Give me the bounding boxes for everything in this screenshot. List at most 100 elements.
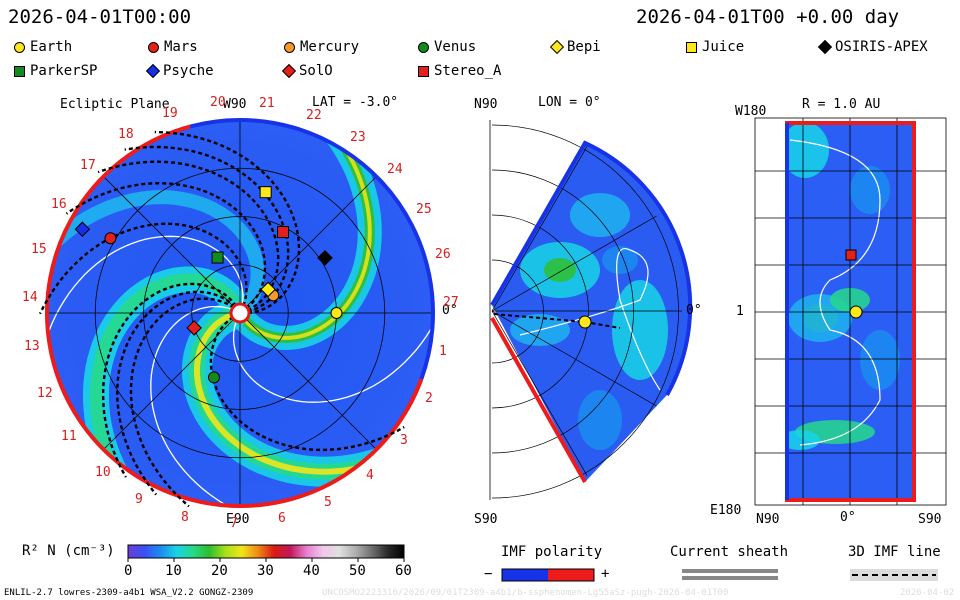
legend-label: Venus xyxy=(434,39,477,55)
colorbar-tick-label: 30 xyxy=(257,563,274,579)
body-earth xyxy=(330,307,343,319)
meridional-spoke xyxy=(491,310,657,407)
sector-label: 16 xyxy=(51,197,67,212)
square-marker-icon xyxy=(418,65,429,77)
sector-label: 17 xyxy=(80,158,96,173)
radial-earth xyxy=(849,305,863,319)
datetime-left: 2026-04-01T00:00 xyxy=(8,6,192,28)
radial-density xyxy=(787,123,900,450)
sector-label: 21 xyxy=(259,96,275,111)
legend-item-earth: Earth xyxy=(14,39,72,55)
imf-field-line xyxy=(65,181,267,310)
legend-item-solo: SolO xyxy=(281,63,333,79)
ecliptic-title: Ecliptic Plane xyxy=(60,97,170,112)
sector-label: 23 xyxy=(350,130,366,145)
meridional-neg-rim xyxy=(490,140,693,396)
density-blob xyxy=(860,330,900,390)
sector-label: 24 xyxy=(387,162,403,177)
imf-field-line xyxy=(101,282,237,478)
body-parkersp xyxy=(211,251,224,264)
meridional-arc xyxy=(491,169,634,454)
sector-label: 10 xyxy=(95,465,111,480)
legend-item-parkersp: ParkerSP xyxy=(14,63,97,79)
sector-label: 4 xyxy=(366,468,374,483)
meridional-spoke xyxy=(491,146,588,312)
square-marker-icon xyxy=(686,41,697,53)
sector-label: 11 xyxy=(61,429,77,444)
legend-item-psyche: Psyche xyxy=(145,63,214,79)
legend-label: SolO xyxy=(299,63,333,79)
polarity-arc xyxy=(189,118,435,380)
body-psyche xyxy=(74,221,91,237)
sector-label: 7 xyxy=(230,516,238,531)
sector-label: 8 xyxy=(181,510,189,525)
meridional-plot xyxy=(489,120,693,500)
body-juice xyxy=(259,186,272,199)
ecliptic-bottom-label: E90 xyxy=(226,512,250,527)
radial-bottom-left: E180 xyxy=(710,503,742,518)
meridional-imf-line xyxy=(493,313,621,329)
imf-field-line xyxy=(124,145,290,313)
ecliptic-right-label: 0° xyxy=(442,303,458,318)
sector-label: 20 xyxy=(210,95,226,110)
sector-label: 26 xyxy=(435,247,451,262)
sector-label: 25 xyxy=(416,202,432,217)
radial-left-mid: 1 xyxy=(736,304,744,319)
imf-plus: + xyxy=(601,566,610,582)
current-sheath-swatch xyxy=(682,569,778,573)
body-bepi xyxy=(260,281,276,298)
legend-label: ParkerSP xyxy=(30,63,98,79)
meridional-spoke xyxy=(491,215,657,312)
circle-marker-icon xyxy=(14,41,25,53)
body-venus xyxy=(207,371,220,384)
legend-label: Psyche xyxy=(163,63,214,79)
circle-marker-icon xyxy=(148,41,159,53)
sector-label: 6 xyxy=(278,511,286,526)
square-marker-icon xyxy=(14,65,25,77)
colorbar-tick-label: 40 xyxy=(303,563,320,579)
legend-item-venus: Venus xyxy=(418,39,476,55)
imf-lines xyxy=(38,130,405,508)
radial-x-left: N90 xyxy=(756,512,780,527)
meridional-bottom-left: S90 xyxy=(474,512,498,527)
ecliptic-bodies xyxy=(74,186,343,384)
density-blob xyxy=(787,430,820,450)
imf-negative-swatch xyxy=(502,569,548,581)
meridional-spoke xyxy=(491,310,588,476)
sector-label: 12 xyxy=(37,386,53,401)
legend-item-mercury: Mercury xyxy=(284,39,359,55)
imf-positive-swatch xyxy=(548,569,594,581)
density-blob xyxy=(787,123,829,178)
circle-marker-icon xyxy=(418,41,429,53)
density-blob xyxy=(578,390,622,450)
polarity-arc xyxy=(45,124,191,347)
legend-item-bepi: Bepi xyxy=(549,39,601,55)
colorbar-tick-label: 20 xyxy=(211,563,228,579)
radial-stereo-a xyxy=(845,249,857,261)
meridional-pos-rim xyxy=(490,317,587,483)
colorbar-ticks xyxy=(127,558,405,562)
radial-sheet-line xyxy=(789,139,881,446)
imf-field-line xyxy=(38,222,248,315)
colorbar-tick-label: 50 xyxy=(349,563,366,579)
polarity-rim xyxy=(45,118,435,508)
imf-field-line xyxy=(209,316,405,452)
sector-label: 22 xyxy=(306,108,322,123)
body-osiris-apex xyxy=(317,250,333,266)
density-blob xyxy=(570,193,630,237)
sector-label: 18 xyxy=(118,127,134,142)
footer-model: ENLIL-2.7 lowres-2309-a4b1 WSA_V2.2 GONG… xyxy=(4,588,254,598)
sun-marker xyxy=(229,302,251,324)
radial-x-right: S90 xyxy=(918,512,942,527)
colorbar-tick-label: 0 xyxy=(124,563,133,579)
body-mars xyxy=(104,232,117,245)
density-blob xyxy=(602,246,638,274)
imf-field-line xyxy=(97,160,280,312)
sector-label: 2 xyxy=(425,391,433,406)
legend-label: Bepi xyxy=(567,39,601,55)
footer-run: UNCOSMO2223316/2026/09/01T2309-a4b1/b-ss… xyxy=(322,588,729,598)
sector-label: 15 xyxy=(31,242,47,257)
legend-label: Juice xyxy=(702,39,745,55)
imf-field-line xyxy=(115,290,236,496)
